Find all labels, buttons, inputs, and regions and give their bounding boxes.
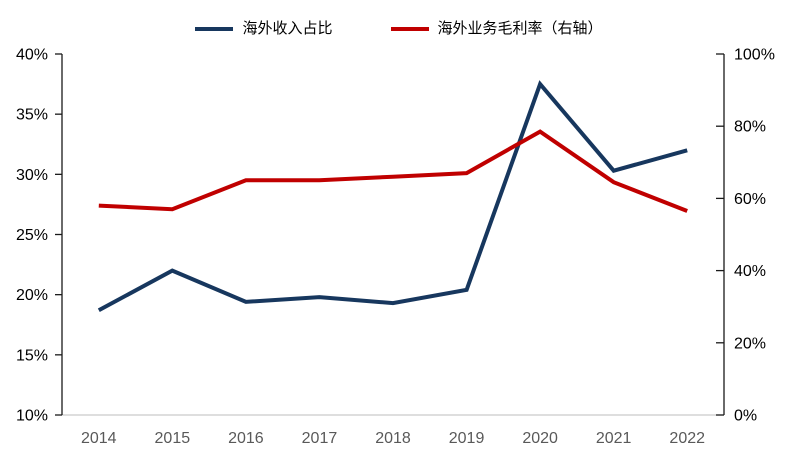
left-axis-tick-label: 30% <box>16 167 48 184</box>
x-axis-label: 2015 <box>155 430 191 447</box>
left-axis-tick-label: 15% <box>16 347 48 364</box>
legend: 海外收入占比 海外业务毛利率（右轴） <box>0 21 798 36</box>
x-axis-label: 2016 <box>228 430 264 447</box>
x-axis-label: 2017 <box>302 430 338 447</box>
right-axis-tick-label: 60% <box>734 191 766 208</box>
left-axis-tick-label: 10% <box>16 408 48 425</box>
x-axis-label: 2018 <box>375 430 411 447</box>
right-axis-tick-label: 100% <box>734 47 775 64</box>
overseas-revenue-share-line <box>97 80 688 313</box>
left-axis-tick-label: 20% <box>16 287 48 304</box>
x-axis-label: 2020 <box>522 430 558 447</box>
right-axis-tick-label: 0% <box>734 408 757 425</box>
legend-label-overseas-revenue-share: 海外收入占比 <box>242 20 333 37</box>
legend-swatch-overseas-gross-margin <box>390 26 429 31</box>
x-axis-label: 2019 <box>449 430 485 447</box>
right-axis-tick-label: 20% <box>734 335 766 352</box>
legend-label-overseas-gross-margin: 海外业务毛利率（右轴） <box>437 20 603 37</box>
right-axis-tick-label: 80% <box>734 119 766 136</box>
left-axis-tick-label: 25% <box>16 227 48 244</box>
x-axis-label: 2022 <box>669 430 705 447</box>
legend-swatch-overseas-revenue-share <box>195 26 234 31</box>
legend-item-overseas-gross-margin: 海外业务毛利率（右轴） <box>390 20 603 37</box>
right-axis-tick-label: 40% <box>734 263 766 280</box>
left-axis-tick-label: 40% <box>16 47 48 64</box>
left-axis-tick-label: 35% <box>16 107 48 124</box>
x-axis-label: 2021 <box>596 430 632 447</box>
x-axis-label: 2014 <box>81 430 117 447</box>
overseas-gross-margin-line <box>98 129 688 213</box>
legend-item-overseas-revenue-share: 海外收入占比 <box>195 20 333 37</box>
